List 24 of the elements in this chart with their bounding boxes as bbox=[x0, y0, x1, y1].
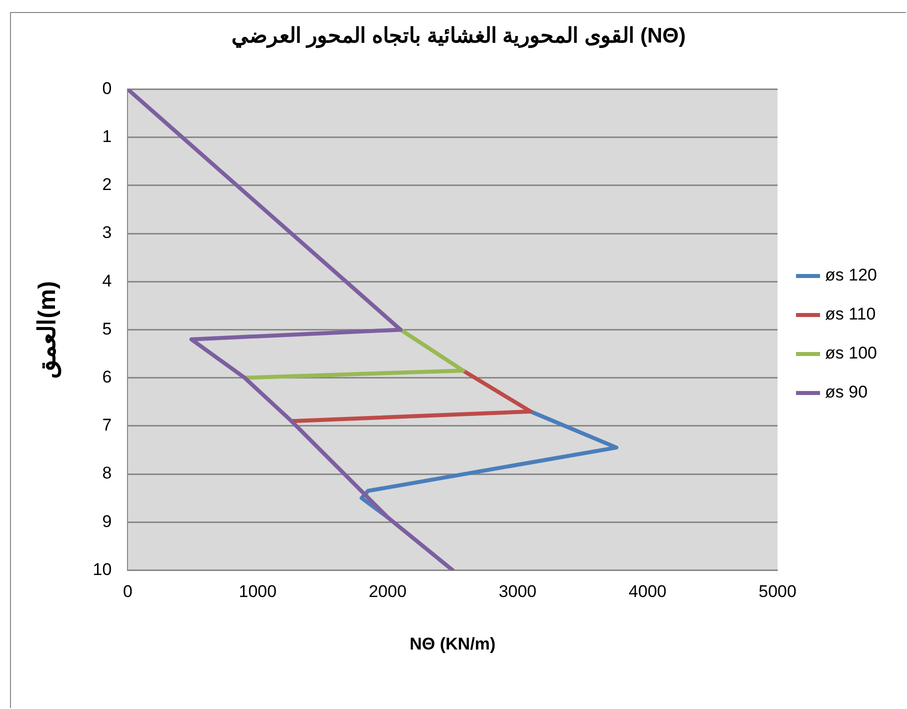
y-tick-label: 3 bbox=[102, 223, 112, 242]
y-tick-label: 0 bbox=[102, 78, 112, 98]
x-tick-label: 0 bbox=[122, 582, 132, 602]
y-tick-label: 5 bbox=[102, 319, 112, 338]
x-tick-label: 1000 bbox=[238, 582, 277, 602]
legend-label: øs 90 bbox=[825, 382, 868, 402]
y-tick-label: 2 bbox=[102, 175, 112, 194]
legend-label: øs 110 bbox=[825, 304, 876, 324]
y-tick-label: 7 bbox=[102, 416, 112, 435]
x-tick-label: 5000 bbox=[758, 582, 796, 602]
x-tick-label: 3000 bbox=[498, 582, 537, 602]
y-tick-label: 8 bbox=[102, 464, 112, 483]
x-tick-label: 2000 bbox=[368, 582, 407, 602]
legend-label: øs 100 bbox=[825, 344, 878, 363]
y-tick-label: 6 bbox=[102, 367, 112, 386]
legend-label: øs 120 bbox=[825, 266, 878, 285]
x-tick-label: 4000 bbox=[628, 582, 666, 602]
x-axis-title: NΘ (KN/m) bbox=[410, 634, 496, 654]
y-tick-label: 4 bbox=[102, 271, 112, 290]
y-axis-title: العمق(m) bbox=[34, 281, 62, 378]
y-tick-label: 10 bbox=[92, 560, 112, 579]
y-tick-label: 1 bbox=[102, 126, 112, 146]
y-tick-label: 9 bbox=[102, 512, 112, 531]
chart-title: القوى المحورية الغشائية باتجاه المحور العرضي (NΘ) bbox=[231, 24, 686, 48]
